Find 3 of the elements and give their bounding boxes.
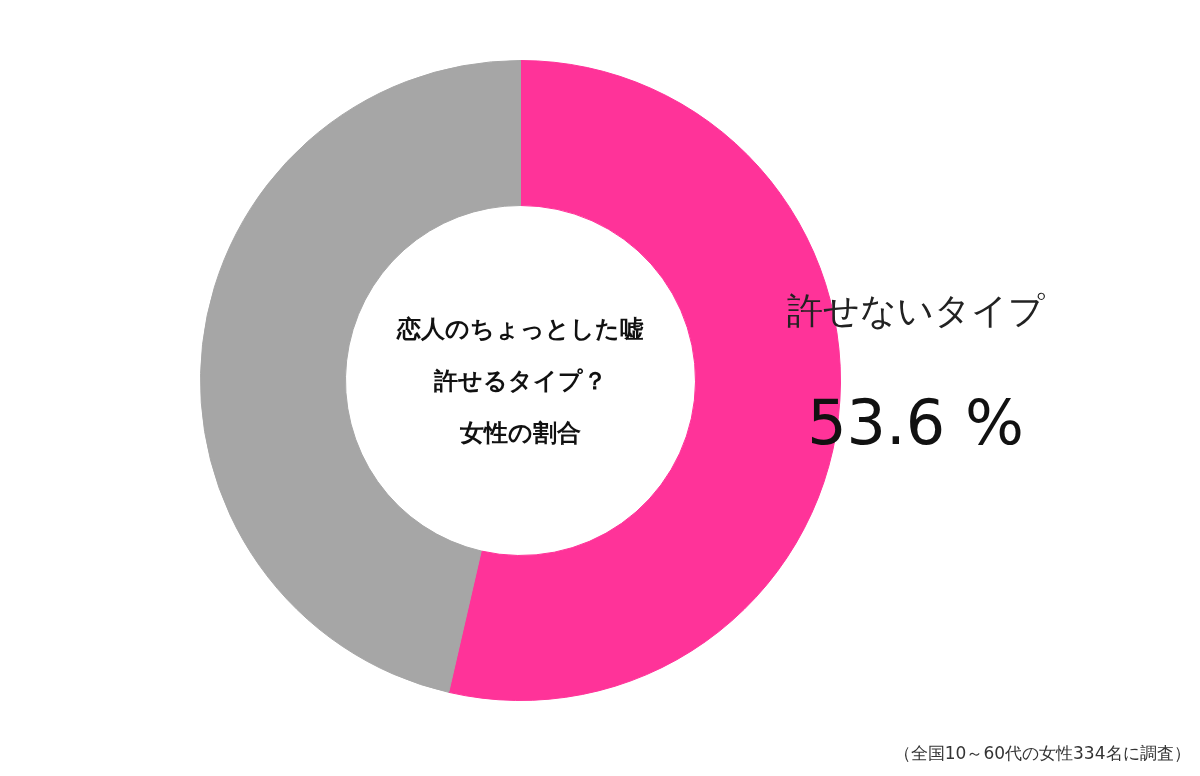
text: 恋人のちょっとした嘘許せるタイプ？ <box>396 314 644 395</box>
text: 女性の割合 <box>459 418 581 447</box>
text: （全国10～60代の女性334名に調査） <box>893 742 1191 763</box>
